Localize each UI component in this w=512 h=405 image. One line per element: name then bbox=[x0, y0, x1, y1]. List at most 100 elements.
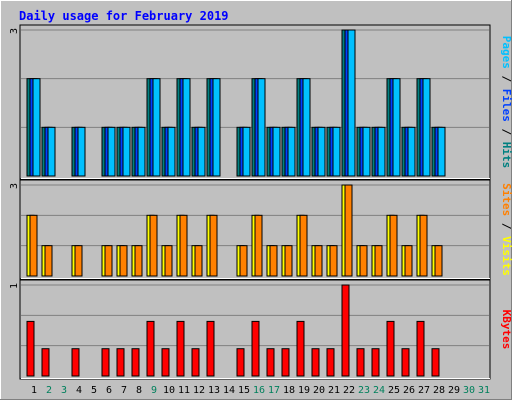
legend-part: Files bbox=[500, 89, 512, 122]
bar-pages-day-7 bbox=[122, 126, 131, 177]
x-tick-label-day-18: 18 bbox=[283, 385, 295, 396]
series-legend-label: Pages / Files / Hits bbox=[500, 36, 512, 169]
bar-pages-day-11 bbox=[182, 78, 191, 177]
bar-kbytes-day-19 bbox=[296, 320, 305, 377]
bar-pages-day-27 bbox=[422, 78, 431, 177]
bar-kbytes-day-15 bbox=[236, 348, 245, 377]
legend-part: Hits bbox=[500, 142, 512, 169]
bar-pages-day-18 bbox=[287, 126, 296, 177]
bar-kbytes-day-26 bbox=[401, 348, 410, 377]
legend-part: / bbox=[500, 216, 512, 236]
bar-sites-day-10 bbox=[164, 245, 173, 277]
bar-pages-day-22 bbox=[347, 29, 356, 177]
bar-kbytes-day-4 bbox=[71, 348, 80, 377]
bar-sites-day-21 bbox=[329, 245, 338, 277]
bar-kbytes-day-7 bbox=[116, 348, 125, 377]
bar-kbytes-day-2 bbox=[41, 348, 50, 377]
bar-kbytes-day-13 bbox=[206, 320, 215, 377]
bar-kbytes-day-12 bbox=[191, 348, 200, 377]
bar-pages-day-10 bbox=[167, 126, 176, 177]
bar-sites-day-13 bbox=[209, 214, 218, 277]
bar-pages-day-9 bbox=[152, 78, 161, 177]
bar-sites-day-12 bbox=[194, 245, 203, 277]
bar-kbytes-day-8 bbox=[131, 348, 140, 377]
chart-panels: 3 Pages / Files / Hits 3 Sites / Visits 1 KBy… bbox=[9, 24, 512, 380]
legend-part: / bbox=[500, 122, 512, 142]
bar-kbytes-day-11 bbox=[176, 320, 185, 377]
bar-pages-day-4 bbox=[77, 126, 86, 177]
bar-pages-day-21 bbox=[332, 126, 341, 177]
x-tick-label-day-1: 1 bbox=[31, 385, 37, 396]
x-tick-label-day-20: 20 bbox=[313, 385, 325, 396]
bar-pages-day-16 bbox=[257, 78, 266, 177]
bar-sites-day-15 bbox=[239, 245, 248, 277]
bar-pages-day-1 bbox=[32, 78, 41, 177]
x-tick-label-day-9: 9 bbox=[151, 385, 157, 396]
bar-pages-day-15 bbox=[242, 126, 251, 177]
x-tick-label-day-16: 16 bbox=[253, 385, 265, 396]
x-tick-label-day-7: 7 bbox=[121, 385, 127, 396]
bar-sites-day-19 bbox=[299, 214, 308, 277]
x-tick-label-day-14: 14 bbox=[223, 385, 235, 396]
bar-sites-day-4 bbox=[74, 245, 83, 277]
x-tick-label-day-22: 22 bbox=[343, 385, 355, 396]
bar-sites-day-25 bbox=[389, 214, 398, 277]
bar-sites-day-9 bbox=[149, 214, 158, 277]
bar-pages-day-2 bbox=[47, 126, 56, 177]
bar-pages-day-8 bbox=[137, 126, 146, 177]
x-tick-label-day-17: 17 bbox=[268, 385, 280, 396]
panel-2: 3 Sites / Visits bbox=[9, 179, 512, 280]
chart-title: Daily usage for February 2019 bbox=[19, 9, 229, 23]
x-tick-label-day-21: 21 bbox=[328, 385, 340, 396]
series-legend-label: Sites / Visits bbox=[500, 183, 512, 276]
bar-kbytes-day-23 bbox=[356, 348, 365, 377]
bar-sites-day-17 bbox=[269, 245, 278, 277]
bar-pages-day-20 bbox=[317, 126, 326, 177]
bar-kbytes-day-16 bbox=[251, 320, 260, 377]
x-tick-label-day-26: 26 bbox=[403, 385, 415, 396]
x-tick-label-day-29: 29 bbox=[448, 385, 460, 396]
bar-kbytes-day-21 bbox=[326, 348, 335, 377]
bar-kbytes-day-27 bbox=[416, 320, 425, 377]
bar-sites-day-2 bbox=[44, 245, 53, 277]
bar-pages-day-12 bbox=[197, 126, 206, 177]
bar-kbytes-day-24 bbox=[371, 348, 380, 377]
bar-sites-day-11 bbox=[179, 214, 188, 277]
bar-pages-day-28 bbox=[437, 126, 446, 177]
bar-pages-day-13 bbox=[212, 78, 221, 177]
x-tick-label-day-24: 24 bbox=[373, 385, 385, 396]
bar-sites-day-28 bbox=[434, 245, 443, 277]
x-axis-labels: 1 2 3 4 5 6 7 8 9 10 11 12 13 14 15 16 17 18 19 20 21 22 23 24 2… bbox=[31, 385, 490, 396]
x-tick-label-day-25: 25 bbox=[388, 385, 400, 396]
bar-sites-day-23 bbox=[359, 245, 368, 277]
bar-sites-day-24 bbox=[374, 245, 383, 277]
y-max-label: 3 bbox=[9, 183, 20, 189]
x-tick-label-day-30: 30 bbox=[463, 385, 475, 396]
bar-sites-day-1 bbox=[29, 214, 38, 277]
y-max-label: 1 bbox=[9, 283, 20, 289]
bar-sites-day-6 bbox=[104, 245, 113, 277]
bar-pages-day-23 bbox=[362, 126, 371, 177]
bar-pages-day-17 bbox=[272, 126, 281, 177]
bar-kbytes-day-20 bbox=[311, 348, 320, 377]
x-tick-label-day-13: 13 bbox=[208, 385, 220, 396]
bar-kbytes-day-1 bbox=[26, 320, 35, 377]
bar-sites-day-26 bbox=[404, 245, 413, 277]
x-tick-label-day-15: 15 bbox=[238, 385, 250, 396]
legend-part: KBytes bbox=[500, 310, 512, 350]
legend-part: Visits bbox=[500, 236, 512, 276]
legend-part: Sites bbox=[500, 183, 512, 216]
x-tick-label-day-8: 8 bbox=[136, 385, 142, 396]
bar-pages-day-19 bbox=[302, 78, 311, 177]
bar-sites-day-18 bbox=[284, 245, 293, 277]
bar-kbytes-day-28 bbox=[431, 348, 440, 377]
x-tick-label-day-4: 4 bbox=[76, 385, 82, 396]
bar-sites-day-8 bbox=[134, 245, 143, 277]
series-legend-label: KBytes bbox=[500, 310, 512, 350]
x-tick-label-day-10: 10 bbox=[163, 385, 175, 396]
x-tick-label-day-11: 11 bbox=[178, 385, 190, 396]
bar-sites-day-22 bbox=[344, 184, 353, 277]
bar-kbytes-day-18 bbox=[281, 348, 290, 377]
